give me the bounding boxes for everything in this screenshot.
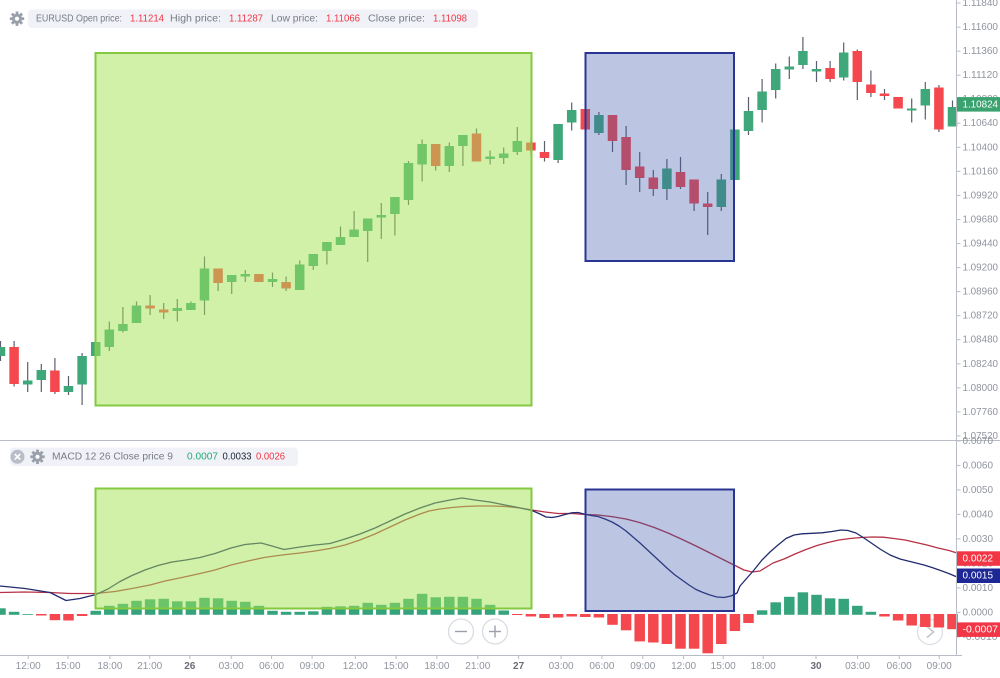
svg-text:High price:: High price: — [170, 14, 221, 25]
svg-text:-0.0007: -0.0007 — [963, 624, 999, 636]
svg-text:26: 26 — [184, 661, 196, 672]
svg-text:03:00: 03:00 — [549, 661, 574, 672]
svg-text:0.0033: 0.0033 — [223, 452, 252, 463]
svg-text:0.0022: 0.0022 — [963, 553, 994, 565]
svg-text:1.08240: 1.08240 — [963, 358, 999, 370]
svg-text:03:00: 03:00 — [845, 661, 870, 672]
svg-text:18:00: 18:00 — [751, 661, 776, 672]
svg-text:06:00: 06:00 — [259, 661, 284, 672]
svg-text:1.11360: 1.11360 — [963, 45, 999, 57]
svg-text:09:00: 09:00 — [300, 661, 325, 672]
svg-text:18:00: 18:00 — [424, 661, 449, 672]
svg-text:09:00: 09:00 — [927, 661, 952, 672]
svg-text:15:00: 15:00 — [384, 661, 409, 672]
svg-text:15:00: 15:00 — [711, 661, 736, 672]
svg-text:1.11840: 1.11840 — [963, 0, 999, 9]
svg-text:12:00: 12:00 — [16, 661, 41, 672]
svg-text:0.0050: 0.0050 — [963, 484, 994, 496]
svg-text:30: 30 — [810, 661, 822, 672]
svg-text:0.0060: 0.0060 — [963, 459, 994, 471]
svg-text:0.0026: 0.0026 — [256, 452, 285, 463]
svg-text:0.0040: 0.0040 — [963, 508, 994, 520]
svg-text:1.09200: 1.09200 — [963, 262, 999, 274]
svg-text:1.10824: 1.10824 — [963, 98, 999, 110]
svg-text:18:00: 18:00 — [97, 661, 122, 672]
svg-text:EURUSD Open price:: EURUSD Open price: — [36, 14, 122, 25]
svg-text:0.0007: 0.0007 — [187, 452, 218, 463]
svg-text:0.0070: 0.0070 — [963, 435, 994, 447]
svg-text:21:00: 21:00 — [137, 661, 162, 672]
svg-text:03:00: 03:00 — [219, 661, 244, 672]
svg-text:1.10160: 1.10160 — [963, 165, 999, 177]
svg-text:21:00: 21:00 — [465, 661, 490, 672]
svg-text:09:00: 09:00 — [630, 661, 655, 672]
svg-text:12:00: 12:00 — [671, 661, 696, 672]
svg-text:1.08720: 1.08720 — [963, 310, 999, 322]
svg-text:27: 27 — [513, 661, 525, 672]
svg-text:0.0000: 0.0000 — [963, 606, 994, 618]
svg-text:0.0015: 0.0015 — [963, 570, 994, 582]
svg-text:15:00: 15:00 — [55, 661, 80, 672]
svg-text:Low price:: Low price: — [271, 14, 318, 25]
svg-text:06:00: 06:00 — [887, 661, 912, 672]
svg-text:1.08000: 1.08000 — [963, 382, 999, 394]
svg-text:1.08960: 1.08960 — [963, 286, 999, 298]
svg-text:1.08480: 1.08480 — [963, 334, 999, 346]
svg-text:1.11287: 1.11287 — [229, 14, 263, 25]
svg-text:1.09440: 1.09440 — [963, 238, 999, 250]
svg-text:1.11066: 1.11066 — [326, 14, 360, 25]
svg-text:Close price:: Close price: — [368, 14, 425, 25]
svg-text:MACD 12 26 Close price 9: MACD 12 26 Close price 9 — [52, 452, 173, 463]
svg-text:1.11098: 1.11098 — [433, 14, 467, 25]
svg-text:12:00: 12:00 — [343, 661, 368, 672]
svg-text:06:00: 06:00 — [589, 661, 614, 672]
svg-text:1.11120: 1.11120 — [963, 69, 999, 81]
svg-text:1.10640: 1.10640 — [963, 117, 999, 129]
svg-text:1.07760: 1.07760 — [963, 406, 999, 418]
svg-text:1.09680: 1.09680 — [963, 214, 999, 226]
svg-text:0.0030: 0.0030 — [963, 533, 994, 545]
svg-text:1.11214: 1.11214 — [130, 14, 164, 25]
svg-text:1.10400: 1.10400 — [963, 141, 999, 153]
svg-text:1.07520: 1.07520 — [963, 430, 999, 442]
svg-text:1.09920: 1.09920 — [963, 189, 999, 201]
svg-text:0.0010: 0.0010 — [963, 582, 994, 594]
svg-text:1.11600: 1.11600 — [963, 21, 999, 33]
